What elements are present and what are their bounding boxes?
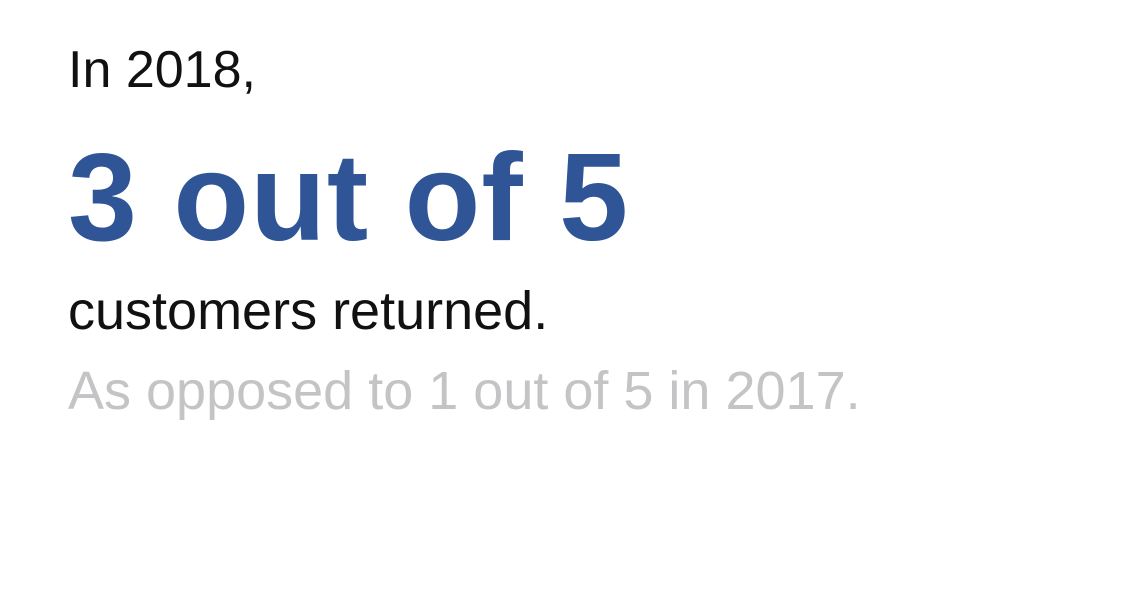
intro-text: In 2018, (68, 41, 256, 99)
result-text: customers returned. (68, 281, 549, 341)
headline-stat: 3 out of 5 (68, 129, 630, 267)
comparison-text: As opposed to 1 out of 5 in 2017. (68, 361, 861, 421)
